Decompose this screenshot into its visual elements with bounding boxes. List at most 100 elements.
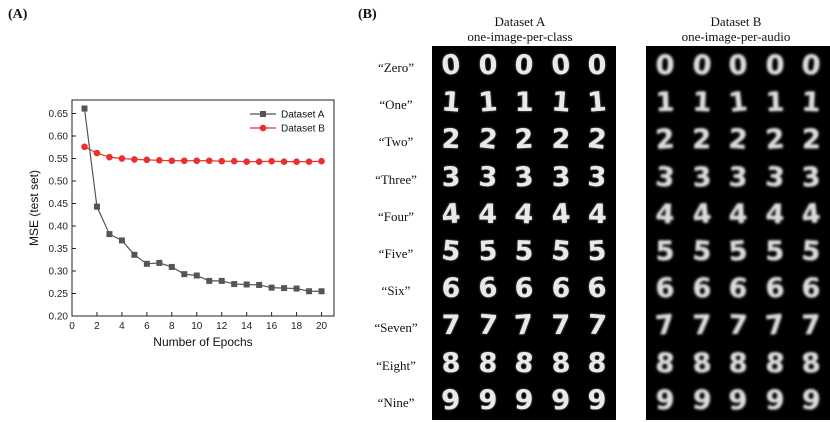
data-point-dataset-b — [131, 156, 138, 163]
digit-image-a: 6 — [550, 272, 571, 305]
digit-image-b: 1 — [764, 86, 785, 119]
data-point-dataset-b — [305, 158, 313, 165]
digit-image-a: 9 — [549, 383, 572, 417]
digit-image-a: 8 — [513, 346, 536, 380]
data-point-dataset-b — [218, 157, 226, 165]
digit-image-a: 7 — [477, 309, 499, 343]
row-label: “Nine” — [377, 394, 415, 410]
dataset-a-name: Dataset A — [494, 14, 546, 29]
dataset-a-subtitle: one-image-per-class — [467, 29, 573, 44]
digit-image-a: 7 — [441, 310, 461, 342]
row-label: “Two” — [378, 134, 414, 150]
digit-image-a: 1 — [440, 86, 462, 119]
data-point-dataset-a — [168, 263, 175, 270]
digit-image-a: 5 — [440, 235, 462, 268]
data-point-dataset-b — [106, 153, 113, 161]
data-point-dataset-a — [181, 271, 188, 278]
legend: Dataset A Dataset B — [250, 110, 325, 135]
row-label: “One” — [379, 97, 413, 113]
y-axis: 0.20 0.25 0.30 0.35 0.40 0.45 0.50 0.55 0.60 0.65 — [49, 109, 76, 323]
digit-image-b: 3 — [728, 161, 748, 193]
digit-image-a: 8 — [440, 347, 462, 380]
series-layer — [81, 105, 325, 295]
digit-image-a: 7 — [586, 309, 608, 343]
digit-image-a: 4 — [478, 198, 497, 230]
digit-image-a: 7 — [513, 309, 535, 343]
row-label: “Four” — [377, 208, 415, 224]
series-line-a — [83, 108, 322, 292]
row-label: “Five” — [378, 246, 414, 261]
x-tick-label: 0 — [69, 321, 75, 332]
digit-image-a: 5 — [477, 235, 498, 268]
digit-image-b: 2 — [727, 123, 749, 157]
x-tick-label: 8 — [169, 321, 175, 332]
digit-image-b: 7 — [727, 309, 749, 342]
data-point-dataset-a — [256, 281, 263, 288]
digit-image-b: 4 — [764, 198, 785, 231]
digit-image-a: 3 — [587, 161, 608, 194]
row-label: “Seven” — [374, 320, 418, 336]
digit-image-a: 3 — [550, 161, 571, 193]
chart-frame — [71, 99, 335, 317]
digit-image-a: 9 — [440, 383, 462, 417]
row-label: “Eight” — [376, 357, 416, 373]
data-point-dataset-a — [268, 284, 275, 291]
x-tick-label: 12 — [216, 321, 228, 332]
digit-image-a: 2 — [476, 123, 499, 157]
y-tick-label: 0.25 — [49, 289, 69, 300]
panel-label-b: (B) — [358, 7, 377, 22]
digit-image-a: 3 — [441, 161, 461, 193]
digit-image-b: 7 — [691, 310, 712, 342]
data-point-dataset-a — [281, 285, 288, 292]
y-axis-title: MSE (test set) — [27, 170, 41, 246]
digit-image-b: 4 — [728, 198, 748, 231]
data-point-dataset-b — [230, 157, 238, 165]
data-point-dataset-a — [218, 277, 225, 284]
dataset-a-title: Dataset A one-image-per-class — [430, 14, 610, 44]
row-label: “Zero” — [377, 60, 415, 75]
digit-image-b: 8 — [654, 346, 676, 380]
digit-image-b: 7 — [654, 309, 676, 343]
digit-image-a: 1 — [550, 86, 572, 119]
data-point-dataset-a — [243, 281, 250, 288]
dataset-b-title: Dataset B one-image-per-audio — [646, 14, 826, 44]
data-point-dataset-a — [293, 285, 300, 292]
data-point-dataset-a — [131, 251, 138, 258]
digit-image-b: 5 — [727, 235, 749, 268]
digit-image-a: 7 — [551, 310, 571, 342]
data-point-dataset-b — [81, 143, 88, 151]
data-point-dataset-b — [255, 158, 263, 165]
digit-image-b: 1 — [691, 86, 712, 119]
digit-image-a: 2 — [513, 123, 535, 156]
digit-image-a: 6 — [514, 272, 534, 305]
digit-image-b: 2 — [692, 124, 711, 156]
data-point-dataset-a — [206, 277, 213, 284]
digit-image-b: 4 — [654, 198, 676, 231]
digit-image-b: 9 — [800, 383, 823, 417]
digit-image-b: 3 — [654, 160, 676, 194]
digit-image-b: 8 — [800, 346, 822, 380]
data-point-dataset-b — [293, 158, 300, 165]
digit-image-a: 6 — [440, 272, 462, 305]
digit-image-a: 3 — [477, 161, 498, 194]
digit-image-b: 9 — [727, 384, 749, 417]
digit-image-a: 5 — [549, 235, 572, 268]
digit-image-b: 6 — [654, 272, 676, 305]
row-label: “Six” — [381, 283, 411, 299]
digit-image-b: 1 — [655, 86, 675, 119]
digit-image-a: 0 — [549, 49, 572, 82]
digit-image-a: 8 — [477, 347, 498, 379]
y-tick-label: 0.55 — [49, 154, 69, 165]
x-tick-label: 10 — [191, 321, 203, 332]
digit-image-a: 2 — [586, 123, 609, 157]
digit-image-a: 4 — [550, 198, 572, 231]
data-point-dataset-a — [193, 272, 200, 279]
digit-image-a: 4 — [440, 198, 462, 231]
dataset-b-subtitle: one-image-per-audio — [681, 29, 791, 44]
digit-image-b: 1 — [727, 86, 750, 120]
digit-image-a: 0 — [587, 49, 608, 82]
y-tick-label: 0.50 — [49, 177, 69, 188]
dataset-b-name: Dataset B — [710, 14, 762, 29]
